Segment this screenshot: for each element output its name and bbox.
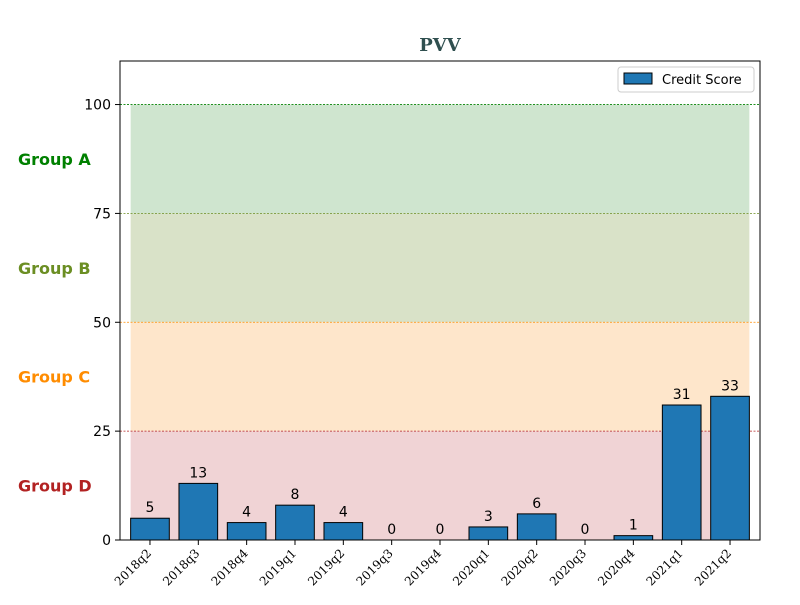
y-tick-label-100: 100: [84, 98, 111, 114]
group-label-2: Group B: [18, 259, 91, 278]
group-label-3: Group C: [18, 368, 90, 387]
chart-title: PVV: [419, 35, 462, 56]
y-tick-label-50: 50: [93, 315, 111, 331]
x-tick-label-2021q2: 2021q2: [692, 546, 734, 588]
group-labels: Group A Group B Group C Group D: [18, 150, 92, 496]
x-tick-label-2021q1: 2021q1: [643, 546, 685, 588]
bar-2020q4: [613, 535, 654, 541]
group-bands: [120, 104, 760, 540]
x-tick-label-2020q3: 2020q3: [547, 546, 589, 588]
legend: Credit Score: [617, 66, 755, 93]
bar-2019q1: [275, 504, 315, 541]
x-tick-label-2019q4: 2019q4: [402, 546, 445, 589]
value-label-2021q2: 33: [721, 378, 739, 394]
group-label-4: Group D: [18, 477, 92, 496]
group-label-1: Group A: [18, 150, 91, 169]
x-tick-label-2018q2: 2018q2: [112, 546, 154, 588]
value-labels: 5 13 4 8 4 0 0 3 6 0 1 31 33: [146, 378, 739, 538]
band-4: [130, 431, 750, 540]
y-tick-label-0: 0: [102, 533, 111, 549]
band-2: [130, 213, 750, 323]
bars: [130, 395, 750, 541]
value-label-2018q2: 5: [146, 500, 155, 516]
x-tick-label-2020q4: 2020q4: [595, 546, 638, 589]
value-label-2020q2: 6: [532, 496, 541, 512]
value-label-2019q2: 4: [339, 505, 348, 521]
x-tick-label-2019q2: 2019q2: [305, 546, 347, 588]
y-tick-label-75: 75: [93, 206, 111, 222]
bar-2019q2: [323, 522, 364, 541]
y-tick-label-25: 25: [93, 424, 111, 440]
y-tick-labels: 0 25 50 75 100: [84, 98, 120, 549]
bar-2021q2: [710, 395, 750, 541]
x-tick-label-2020q2: 2020q2: [498, 546, 540, 588]
value-label-2020q3: 0: [581, 522, 590, 538]
legend-swatch: [623, 72, 653, 85]
band-3: [130, 322, 750, 432]
value-label-2018q3: 13: [189, 465, 207, 481]
value-label-2019q3: 0: [387, 522, 396, 538]
x-tick-label-2019q1: 2019q1: [257, 546, 299, 588]
value-label-2019q1: 8: [291, 487, 300, 503]
bar-2020q1: [468, 526, 509, 541]
value-label-2021q1: 31: [673, 387, 691, 403]
x-tick-label-2020q1: 2020q1: [450, 546, 492, 588]
x-tick-label-2018q3: 2018q3: [160, 546, 202, 588]
x-tick-label-2018q4: 2018q4: [208, 546, 251, 589]
bar-2018q2: [130, 517, 170, 541]
value-label-2020q4: 1: [629, 518, 638, 534]
x-tick-label-2019q3: 2019q3: [353, 546, 395, 588]
bar-2018q3: [178, 482, 219, 541]
bar-2018q4: [226, 522, 267, 541]
value-label-2019q4: 0: [436, 522, 445, 538]
value-label-2018q4: 4: [242, 505, 251, 521]
bar-2021q1: [661, 404, 702, 541]
band-1: [130, 104, 750, 214]
x-tick-labels: 2018q2 2018q3 2018q4 2019q1 2019q2 2019q3 2019…: [112, 540, 734, 589]
bar-2020q2: [516, 513, 557, 541]
value-label-2020q1: 3: [484, 509, 493, 525]
legend-label: Credit Score: [662, 73, 742, 88]
